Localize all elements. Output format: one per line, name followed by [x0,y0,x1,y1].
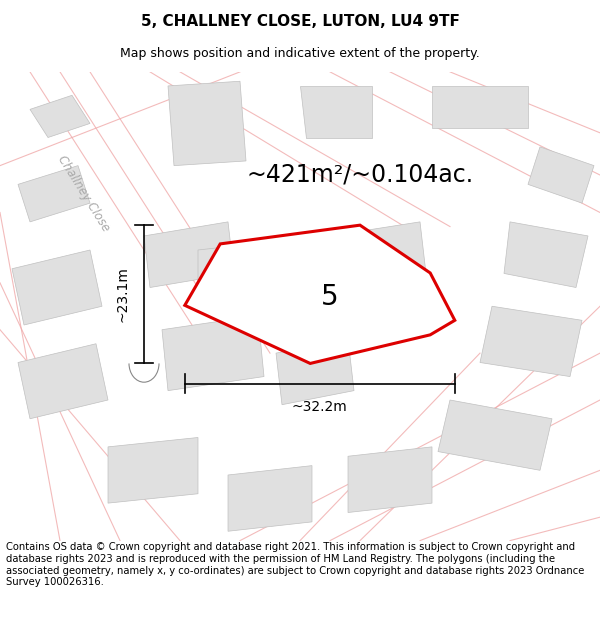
Polygon shape [30,95,90,138]
Polygon shape [348,447,432,512]
Polygon shape [300,86,372,138]
Polygon shape [108,438,198,503]
Polygon shape [144,222,234,288]
Polygon shape [432,86,528,128]
Text: 5: 5 [321,283,339,311]
Text: ~32.2m: ~32.2m [292,400,347,414]
Polygon shape [198,241,282,301]
Polygon shape [168,81,246,166]
Polygon shape [228,466,312,531]
Polygon shape [276,339,354,405]
Polygon shape [480,306,582,376]
Polygon shape [438,400,552,470]
Text: Challney Close: Challney Close [55,153,113,234]
Text: Contains OS data © Crown copyright and database right 2021. This information is : Contains OS data © Crown copyright and d… [6,542,584,587]
Polygon shape [162,316,264,391]
Text: Map shows position and indicative extent of the property.: Map shows position and indicative extent… [120,48,480,61]
Text: 5, CHALLNEY CLOSE, LUTON, LU4 9TF: 5, CHALLNEY CLOSE, LUTON, LU4 9TF [140,14,460,29]
Polygon shape [18,166,90,222]
Polygon shape [185,225,455,363]
Text: ~23.1m: ~23.1m [115,266,129,322]
Polygon shape [528,147,594,203]
Text: ~421m²/~0.104ac.: ~421m²/~0.104ac. [247,163,473,187]
Polygon shape [330,222,426,288]
Polygon shape [504,222,588,288]
Polygon shape [12,250,102,325]
Polygon shape [18,344,108,419]
